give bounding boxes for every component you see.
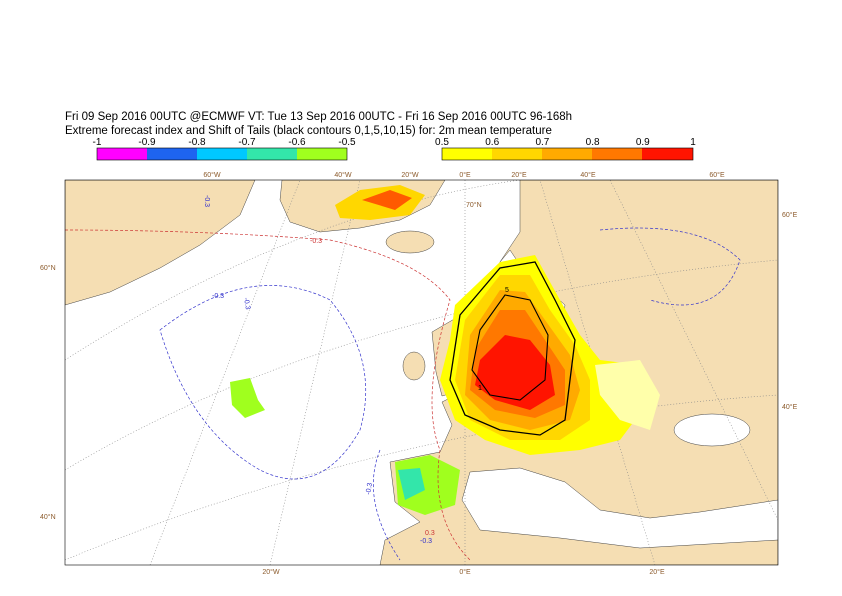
colorbar-frame [96,147,348,161]
contour-labels: -0.3 -0.3 -0.3 -0.3 -0.3 -0.3 0.3 1 5 [203,195,509,545]
contour-label: 5 [505,287,509,294]
colorbar-label: 0.5 [435,137,449,148]
colorbar-label: -0.9 [138,137,156,148]
swatch [642,148,693,160]
lon-label: 60°W [203,171,221,179]
lon-label: 0°E [459,568,471,576]
lat-label: 60°E [782,211,798,219]
lon-label: 40°W [334,171,352,179]
efi-contour [65,229,471,561]
contour-label: -0.3 [310,238,322,245]
ireland [402,351,426,381]
swatch [247,148,297,160]
lat-label: 40°E [782,403,798,411]
lat-label: 70°N [466,201,482,209]
efi-area [362,190,412,210]
iceland [385,230,435,254]
map [65,180,778,565]
colorbar-label: 0.6 [485,137,499,148]
colorbar-frame [441,147,694,161]
efi-area [398,468,425,500]
contour-label: -0.3 [203,195,210,207]
colorbar-labels: -1 -0.9 -0.8 -0.7 -0.6 -0.5 [93,137,357,148]
efi-contour [372,449,401,561]
sot-contour [449,261,576,436]
swatch [492,148,542,160]
efi-contour [599,227,741,306]
contour-label: -0.3 [420,538,432,545]
lon-label: 20°W [262,568,280,576]
contour-label: -0.3 [212,293,224,300]
lon-label: 20°E [649,568,665,576]
lon-label: 60°E [709,171,725,179]
efi-contour [159,285,367,480]
colorbar-label: -0.6 [288,137,306,148]
sot-contour [471,294,549,401]
subtitle: Extreme forecast index and Shift of Tail… [65,125,552,137]
lon-label: 20°W [401,171,419,179]
lon-label: 20°E [511,171,527,179]
graticule-labels: 60°W 40°W 20°W 0°E 20°E 40°E 60°E 60°N 4… [40,171,798,576]
contour-label: 1 [478,385,482,392]
swatch [542,148,592,160]
efi-shading [230,185,660,515]
swatch [297,148,347,160]
swatch [197,148,247,160]
lat-label: 60°N [40,264,56,272]
lon-label: 0°E [459,171,471,179]
mediterranean [461,467,778,549]
colorbar-label: 0.8 [586,137,600,148]
colorbar-label: -0.7 [238,137,256,148]
efi-area [475,335,555,410]
efi-area [595,360,660,430]
north-america [65,180,256,306]
colorbar-label: 0.7 [535,137,549,148]
title: Fri 09 Sep 2016 00UTC @ECMWF VT: Tue 13 … [65,111,572,123]
swatch [97,148,147,160]
swatch [592,148,642,160]
colorbar-label: -0.5 [338,137,356,148]
colorbar-label: 0.9 [636,137,650,148]
efi-area [230,378,265,418]
swatch [442,148,492,160]
map-frame [64,179,779,566]
contour-label: -0.3 [365,482,374,495]
contour-label: 0.3 [425,530,435,537]
colorbar-positive [441,147,694,161]
swatch [147,148,197,160]
lat-label: 40°N [40,513,56,521]
colorbar-label: 1 [690,137,696,148]
contour-label: -0.3 [242,297,251,310]
colorbar-label: -1 [93,137,102,148]
lon-label: 40°E [580,171,596,179]
black-sea [673,413,751,447]
contours [65,227,741,561]
colorbar-label: -0.8 [188,137,206,148]
colorbar-negative [96,147,348,161]
colorbar-labels: 0.5 0.6 0.7 0.8 0.9 1 [435,137,696,148]
